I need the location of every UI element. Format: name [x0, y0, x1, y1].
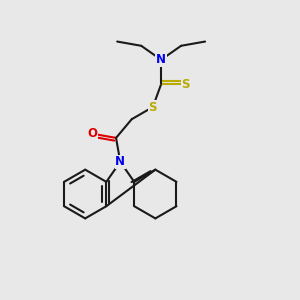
Text: N: N	[156, 53, 166, 66]
Text: S: S	[181, 78, 190, 91]
Text: N: N	[115, 155, 125, 168]
Text: O: O	[87, 127, 97, 140]
Text: S: S	[148, 100, 157, 113]
